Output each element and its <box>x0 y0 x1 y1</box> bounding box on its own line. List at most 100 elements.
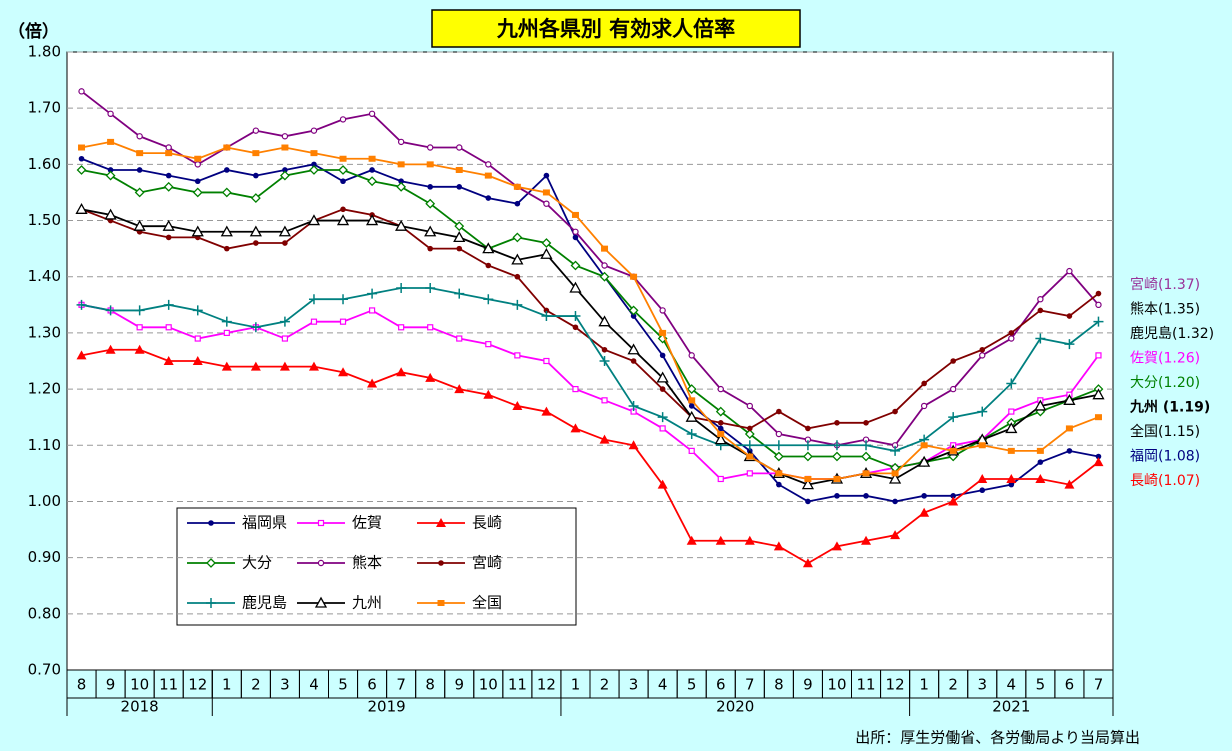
source-note: 出所：厚生労働省、各労働局より当局算出 <box>855 729 1140 747</box>
marker <box>1066 313 1073 319</box>
marker <box>365 214 379 226</box>
marker <box>1035 473 1046 483</box>
marker <box>512 299 523 310</box>
marker <box>598 315 611 327</box>
x-tick-label: 10 <box>827 676 846 694</box>
marker <box>543 172 550 179</box>
marker <box>572 385 579 393</box>
marker <box>630 273 638 280</box>
marker <box>367 288 378 299</box>
marker <box>948 412 959 423</box>
marker <box>310 318 318 325</box>
marker <box>307 214 321 226</box>
marker <box>1063 393 1076 405</box>
marker <box>717 420 724 426</box>
marker <box>627 343 640 355</box>
marker <box>220 225 233 237</box>
marker <box>717 385 724 393</box>
marker <box>950 358 956 364</box>
marker <box>601 262 608 269</box>
marker <box>628 440 639 450</box>
end-label: 全国(1.15) <box>1130 423 1200 440</box>
marker <box>686 384 697 395</box>
marker <box>802 440 813 451</box>
x-tick-label: 11 <box>159 676 178 694</box>
marker <box>107 110 114 118</box>
marker <box>659 425 666 432</box>
marker <box>1095 453 1102 460</box>
x-tick-label: 12 <box>188 676 207 694</box>
marker <box>484 172 492 179</box>
x-tick-label: 3 <box>280 676 290 694</box>
marker <box>949 385 957 393</box>
marker <box>105 305 116 316</box>
marker <box>424 225 437 237</box>
marker <box>801 478 815 490</box>
marker <box>717 425 724 432</box>
marker <box>601 245 609 252</box>
series-line <box>81 208 1099 486</box>
marker <box>107 167 114 173</box>
marker <box>223 144 231 151</box>
marker <box>979 346 986 353</box>
marker <box>396 367 407 377</box>
marker <box>367 176 378 187</box>
marker <box>512 232 523 243</box>
marker <box>1006 378 1017 389</box>
marker <box>831 440 842 451</box>
x-tick-label: 2 <box>948 676 958 694</box>
marker <box>368 110 376 118</box>
title-box <box>431 9 801 48</box>
marker <box>1035 333 1046 344</box>
marker <box>309 165 319 175</box>
marker <box>628 305 639 316</box>
marker <box>136 167 143 173</box>
marker <box>105 344 116 354</box>
chart-title: 九州各県別 有効求人倍率 <box>496 17 735 41</box>
marker <box>339 155 347 162</box>
marker <box>339 318 347 325</box>
marker <box>599 271 610 282</box>
marker <box>979 352 986 359</box>
marker <box>336 214 350 226</box>
marker <box>134 344 145 354</box>
marker <box>338 294 349 305</box>
marker <box>104 208 117 220</box>
marker <box>136 150 144 157</box>
marker <box>367 378 378 388</box>
marker <box>775 470 783 477</box>
end-label: 福岡(1.08) <box>1130 449 1200 465</box>
marker <box>368 307 376 314</box>
marker <box>456 335 463 342</box>
marker <box>541 406 552 416</box>
marker <box>659 329 667 336</box>
marker <box>281 335 289 342</box>
marker <box>599 434 610 444</box>
marker <box>427 184 433 190</box>
marker <box>977 406 988 417</box>
marker <box>206 598 216 608</box>
marker <box>105 170 116 181</box>
marker <box>1094 414 1102 421</box>
marker <box>543 357 550 365</box>
marker <box>1095 301 1102 309</box>
y-tick-label: 1.20 <box>28 380 61 398</box>
marker <box>921 380 927 387</box>
marker <box>317 519 325 527</box>
x-tick-label: 4 <box>1007 676 1017 694</box>
marker <box>485 161 492 168</box>
marker <box>397 161 405 168</box>
series-line <box>81 140 1099 480</box>
marker <box>314 596 328 608</box>
marker <box>252 127 260 134</box>
marker <box>921 493 927 499</box>
x-tick-label: 4 <box>658 676 668 694</box>
marker <box>281 144 289 151</box>
marker <box>541 238 552 248</box>
legend-box <box>176 507 577 626</box>
marker <box>76 165 87 175</box>
marker <box>1008 335 1015 342</box>
x-tick-label: 2 <box>600 676 610 694</box>
